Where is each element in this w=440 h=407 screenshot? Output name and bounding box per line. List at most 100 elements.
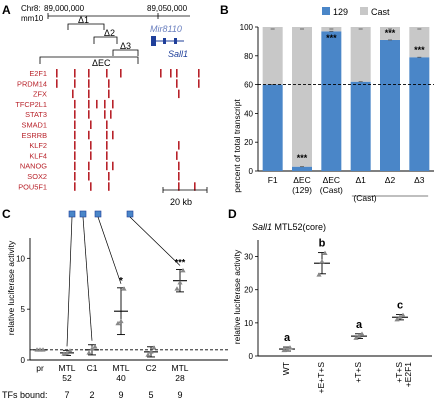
panel-b-letter: B xyxy=(220,3,229,17)
tf-peak xyxy=(74,110,76,119)
coord-start: 89,000,000 xyxy=(44,4,85,13)
data-point xyxy=(89,346,95,351)
data-point xyxy=(356,333,362,338)
bar-129 xyxy=(292,166,312,171)
tf-peak xyxy=(74,99,76,109)
tf-peak xyxy=(74,69,76,78)
tf-label-pou5f1: POU5F1 xyxy=(18,182,47,191)
assembly-label: mm10 xyxy=(21,14,44,23)
tfs-bound-value: 2 xyxy=(89,390,94,400)
panel-d-title-rest: MTL52(core) xyxy=(272,222,326,232)
tf-peak xyxy=(112,161,114,171)
y-tick-label: 0 xyxy=(21,356,26,365)
tf-label-stat3: STAT3 xyxy=(25,110,47,119)
x-tick-label: ΔEC xyxy=(323,175,341,185)
deletion-2-bracket xyxy=(93,36,118,44)
tf-label-prdm14: PRDM14 xyxy=(17,79,47,88)
tf-peak xyxy=(90,141,92,150)
tf-peak xyxy=(106,120,108,129)
panel-d-points: a b a c xyxy=(279,238,408,353)
y-tick-label: 20 xyxy=(244,286,253,295)
gene-exon-2 xyxy=(163,38,166,44)
x-tick-label: C1 xyxy=(87,363,98,373)
x-tick-label: MTL xyxy=(59,363,76,373)
gene-exon-3 xyxy=(174,38,177,44)
bar-129 xyxy=(380,39,400,172)
tf-peak xyxy=(120,69,122,78)
data-point xyxy=(284,346,290,352)
data-point xyxy=(92,344,98,349)
tf-peak xyxy=(74,79,76,88)
connector-line xyxy=(82,216,93,341)
data-point xyxy=(359,331,365,336)
tf-peak xyxy=(106,151,108,160)
tf-peak xyxy=(106,69,108,78)
x-tick-label-2: 52 xyxy=(62,373,72,383)
data-point xyxy=(316,272,322,277)
x-tick-label: WT xyxy=(281,362,291,375)
legend-label-cast: Cast xyxy=(371,7,390,17)
tf-peak xyxy=(108,89,110,99)
data-point xyxy=(180,267,186,273)
data-point xyxy=(400,312,406,318)
tf-peak xyxy=(88,161,90,171)
x-tick-label: +T+S xyxy=(353,362,363,383)
tf-peak xyxy=(170,69,172,78)
data-point xyxy=(145,352,151,357)
tf-peak xyxy=(88,172,90,181)
tf-peak xyxy=(88,79,90,88)
deletion-1-label: Δ1 xyxy=(78,15,89,25)
tf-peak xyxy=(178,182,180,191)
tf-peak xyxy=(178,172,180,181)
x-tick-label-2: (129) xyxy=(292,185,312,195)
panel-b-ylabel: percent of total transcript xyxy=(232,99,242,193)
significance-letter: a xyxy=(356,319,363,331)
tf-peak xyxy=(160,69,162,78)
deletion-1-bracket xyxy=(67,23,105,30)
gene-mir8110-label: Mir8110 xyxy=(150,24,182,34)
tf-label-klf4: KLF4 xyxy=(29,151,47,160)
data-point xyxy=(174,286,180,291)
panel-a: A Chr8: 89,000,000 89,050,000 mm10 Δ1 Δ2… xyxy=(2,3,208,207)
tf-peak xyxy=(198,69,200,78)
tf-binding-tracks xyxy=(56,69,200,191)
tf-label-esrrb: ESRRB xyxy=(22,131,48,140)
x-tick-label-2: (Cast) xyxy=(320,185,343,195)
data-point xyxy=(67,348,73,353)
panel-d-letter: D xyxy=(228,207,237,221)
legend-swatch-129 xyxy=(322,7,330,15)
panel-d: D Sall1 MTL52(core) relative luciferase … xyxy=(228,207,432,393)
data-point xyxy=(86,350,92,355)
y-tick-label: 20 xyxy=(244,138,253,147)
panel-c-letter: C xyxy=(2,207,11,221)
tf-label-nanog: NANOG xyxy=(20,162,47,171)
element-marker xyxy=(79,210,87,218)
x-tick-label: Δ3 xyxy=(414,175,425,185)
gene-sall1-label: Sall1 xyxy=(168,49,188,59)
tfs-bound-value: 9 xyxy=(177,390,182,400)
tf-peak xyxy=(88,130,90,140)
bar-cast xyxy=(380,27,400,40)
deletion-ec-bracket xyxy=(39,56,139,64)
data-point xyxy=(287,345,293,350)
tf-peak xyxy=(56,79,58,88)
panel-a-letter: A xyxy=(2,3,11,17)
tf-peak xyxy=(106,130,108,140)
x-tick-label: C2 xyxy=(146,363,157,373)
gene-exon-1 xyxy=(151,36,156,46)
tf-peak xyxy=(178,141,180,150)
tf-peak xyxy=(176,79,178,88)
tf-peak xyxy=(110,110,112,119)
tf-peak xyxy=(104,99,106,109)
panel-d-title-gene: Sall1 xyxy=(252,222,272,232)
panel-b-group-label: (Cast) xyxy=(353,193,376,203)
data-point xyxy=(118,318,124,324)
data-point xyxy=(353,335,359,340)
tf-peak xyxy=(176,151,178,160)
bar-cast xyxy=(292,27,312,167)
tf-peak xyxy=(108,172,110,181)
tf-label-zfx: ZFX xyxy=(33,90,47,99)
